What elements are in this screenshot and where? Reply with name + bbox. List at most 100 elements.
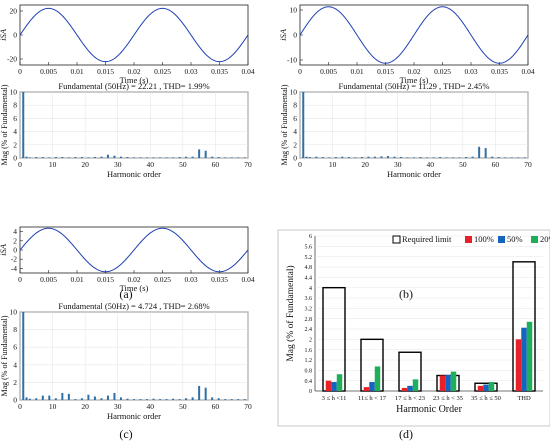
x-tick-label: 0.04 bbox=[241, 67, 254, 76]
harmonic-limit-chart: 0 0.4 0.8 1.2 1.6 2 2.4 2.8 3.2 3.6 4 4.4 4.8 5.2 5.6 6… bbox=[285, 234, 550, 415]
y-tick-label: -4 bbox=[11, 264, 17, 273]
bar-100pct bbox=[477, 385, 484, 391]
x-axis-label: Time (s) bbox=[400, 75, 429, 85]
harmonic-bar bbox=[133, 157, 135, 158]
harmonic-bar bbox=[354, 157, 357, 158]
harmonic-bar bbox=[237, 399, 240, 400]
harmonic-bar bbox=[54, 398, 57, 400]
y-tick-label: 4 bbox=[13, 127, 17, 136]
harmonic-bar bbox=[106, 395, 109, 400]
harmonic-bar bbox=[211, 397, 214, 400]
x-tick-label: 0.005 bbox=[320, 67, 337, 76]
harmonic-bar bbox=[230, 157, 233, 158]
harmonic-bar bbox=[139, 399, 142, 400]
x-tick-label: 30 bbox=[114, 160, 122, 169]
x-tick-label: 0.04 bbox=[241, 275, 254, 284]
legend-swatch bbox=[465, 236, 472, 243]
harmonic-bar bbox=[373, 156, 376, 158]
y-tick-label: 1.6 bbox=[305, 348, 313, 354]
x-tick-label: 0.03 bbox=[184, 67, 197, 76]
y-tick-label: 0 bbox=[293, 31, 297, 40]
y-tick-label: -10 bbox=[287, 56, 297, 65]
harmonic-bar bbox=[458, 157, 461, 158]
harmonic-bar bbox=[517, 157, 520, 158]
harmonic-bar bbox=[211, 156, 214, 158]
harmonic-bar bbox=[80, 398, 83, 400]
y-tick-label: 2.4 bbox=[305, 327, 313, 333]
harmonic-bar bbox=[334, 157, 337, 158]
x-tick-label: 60 bbox=[212, 402, 220, 411]
y-tick-label: 10 bbox=[290, 88, 298, 97]
legend-label: 100% bbox=[474, 234, 494, 244]
x-tick-label: 0.015 bbox=[377, 67, 394, 76]
harmonic-bar bbox=[178, 157, 181, 158]
harmonic-bar bbox=[67, 393, 70, 400]
x-axis-label: Time (s) bbox=[120, 75, 149, 85]
x-tick-label: 50 bbox=[459, 160, 467, 169]
harmonic-bar bbox=[172, 157, 175, 158]
harmonic-bar bbox=[185, 156, 188, 158]
y-tick-label: 4.4 bbox=[305, 276, 313, 282]
harmonic-bar bbox=[419, 157, 422, 158]
x-tick-label: 60 bbox=[492, 160, 500, 169]
x-tick-label: 0.005 bbox=[40, 275, 57, 284]
spectrum-axes-box bbox=[19, 91, 249, 159]
plots-layer: 0 0.005 0.01 0.015 0.02 0.025 0.03 0.035 0.04-20… bbox=[0, 4, 550, 421]
harmonic-bar bbox=[504, 157, 507, 158]
y-tick-label: 2 bbox=[13, 378, 17, 387]
harmonic-bar bbox=[22, 312, 25, 400]
harmonic-bar bbox=[100, 156, 103, 158]
harmonic-bar bbox=[224, 399, 227, 400]
y-tick-label: 5.2 bbox=[305, 255, 313, 261]
y-tick-label: 0 bbox=[13, 31, 17, 40]
y-tick-label: 20 bbox=[10, 7, 18, 16]
wave-plot-a: 0 0.005 0.01 0.015 0.02 0.025 0.03 0.035 0.04 -20… bbox=[0, 4, 255, 85]
harmonic-bar bbox=[41, 157, 44, 158]
spectrum-title: Fundamental (50Hz) = 22.21 , THD= 1.99% bbox=[58, 81, 209, 91]
harmonic-bar bbox=[152, 398, 155, 400]
category-label: 23 ≤ h < 35 bbox=[433, 395, 463, 402]
x-tick-label: 50 bbox=[179, 402, 187, 411]
harmonic-bar bbox=[172, 398, 175, 400]
legend-label: 50% bbox=[507, 234, 523, 244]
category-label: 3 ≤ h <11 bbox=[322, 395, 347, 402]
harmonic-bar bbox=[67, 157, 70, 158]
x-tick-label: 0.01 bbox=[70, 275, 83, 284]
harmonic-bar bbox=[74, 399, 77, 400]
x-tick-label: 0.035 bbox=[211, 67, 228, 76]
y-tick-label: 2 bbox=[309, 338, 312, 344]
harmonic-bar bbox=[126, 398, 129, 400]
harmonic-bar bbox=[305, 156, 308, 158]
y-tick-label: -20 bbox=[7, 55, 17, 64]
harmonic-bar bbox=[497, 157, 500, 158]
harmonic-bar bbox=[165, 157, 168, 158]
y-tick-label: 6 bbox=[13, 343, 17, 352]
x-tick-label: 0.025 bbox=[154, 275, 171, 284]
y-tick-label: 6 bbox=[293, 114, 297, 123]
harmonic-bar bbox=[198, 149, 201, 158]
wave-plot-b: 0 0.005 0.01 0.015 0.02 0.025 0.03 0.035 0.04 -10… bbox=[278, 4, 535, 85]
harmonic-bar bbox=[87, 394, 90, 400]
harmonic-bar bbox=[393, 156, 396, 158]
x-tick-label: 0.015 bbox=[97, 275, 114, 284]
harmonic-bar bbox=[80, 157, 83, 158]
harmonic-bar bbox=[25, 397, 28, 400]
harmonic-bar bbox=[510, 157, 513, 158]
harmonic-bar bbox=[87, 157, 90, 158]
harmonic-bar bbox=[28, 157, 31, 158]
harmonic-bar bbox=[465, 157, 468, 158]
x-tick-label: 30 bbox=[114, 402, 122, 411]
harmonic-bar bbox=[204, 387, 207, 400]
x-tick-label: 0.03 bbox=[464, 67, 477, 76]
x-tick-label: 0.03 bbox=[184, 275, 197, 284]
bar-50pct bbox=[369, 381, 375, 391]
harmonic-bar bbox=[35, 398, 38, 400]
bar-50pct bbox=[445, 374, 451, 391]
x-tick-label: 0 bbox=[298, 160, 302, 169]
category-label: 17 ≤ h < 23 bbox=[395, 395, 425, 402]
harmonic-bar bbox=[198, 385, 201, 400]
x-tick-label: 0 bbox=[18, 275, 22, 284]
y-tick-label: 1.2 bbox=[305, 358, 313, 364]
x-tick-label: 60 bbox=[212, 160, 220, 169]
